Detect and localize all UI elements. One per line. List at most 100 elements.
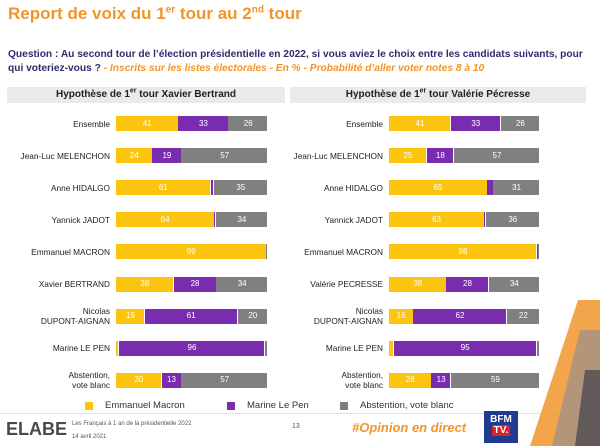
bar-segment-macron [389,308,413,324]
panel-left-title: Hypothèse de 1er tour Xavier Bertrand [7,87,285,103]
category-label: Anne HIDALGO [0,181,110,195]
category-label-line: Valérie PECRESSE [310,279,383,289]
category-label-line: Abstention, [341,370,383,381]
question-text: Question : Au second tour de l’élection … [8,48,592,76]
bar-value-label: 61 [186,311,196,321]
legend-swatch-abstention [340,401,348,410]
bar-value-label: 57 [492,150,502,160]
category-label-text: Nicolas DUPONT-AIGNAN [41,306,110,326]
bar-value-label: 38 [413,279,423,288]
bar-value-label: 13 [436,375,446,385]
bar-segment-abstention [500,116,540,131]
bar-segment-lepen [536,244,538,260]
bar-value-label: 28 [463,279,472,288]
category-label: Yannick JADOT [0,213,110,227]
bar-value-label: 16 [396,311,406,321]
bar-segment-macron [389,372,431,388]
bfmtv-logo-top: BFM [490,414,512,425]
category-label-line: Ensemble [346,118,383,129]
bar-value-label: 20 [248,311,258,321]
bar-value-label: 99 [186,246,196,256]
bar-segment-macron [116,116,178,131]
bar-segment-lepen [161,372,181,388]
elabe-logo: ELABE [6,419,68,439]
bar-segment-abstention [536,340,540,356]
footer-study-title: Les Français à 1 an de la présidentielle… [72,421,192,427]
category-label-line: Emmanuel MACRON [31,246,110,257]
category-label-text: Emmanuel MACRON [31,247,110,257]
bar-value-label: 38 [140,279,150,288]
category-label-line: Abstention, [68,370,110,381]
page-title: Report de voix du 1er tour au 2nd tour [8,4,302,23]
footer-date: 14 avril 2021 [72,434,107,440]
category-label-text: Marine LE PEN [326,343,383,353]
bar-value-label: 95 [460,343,470,353]
bar-segment-lepen [487,180,493,196]
bar-value-label: 24 [129,150,139,160]
bar-segment-abstention [506,308,540,324]
bar-value-label: 41 [415,118,425,128]
bfmtv-logo-bottom: TV. [491,425,511,436]
bar-segment-abstention [488,276,540,292]
legend-label-abstention: Abstention, vote blanc [360,400,454,411]
bar-segment-macron [116,148,152,164]
bar-segment-lepen [393,340,537,356]
bar-value-label: 63 [432,214,442,224]
bar-segment-abstention [493,180,540,196]
category-label-line: Jean-Luc MELENCHON [20,150,110,161]
bar-segment-abstention [485,212,540,228]
bar-value-label: 18 [435,150,445,160]
category-label-text: Valérie PECRESSE [310,279,383,289]
bar-value-label: 35 [236,182,246,192]
bar-value-label: 26 [243,118,253,128]
bar-segment-macron [116,180,210,196]
legend-label-macron: Emmanuel Macron [105,400,185,411]
category-label-line: Emmanuel MACRON [304,246,383,257]
category-label-text: Abstention, vote blanc [68,370,110,390]
bar-value-label: 19 [125,311,135,321]
page-number: 13 [292,423,300,430]
category-label: Emmanuel MACRON [273,245,383,259]
question-subtext: - Inscrits sur les listes électorales - … [100,63,485,74]
category-label-text: Anne HIDALGO [51,183,110,193]
bar-segment-lepen [173,276,216,292]
legend-item-abstention: Abstention, vote blanc [340,400,453,411]
bar-segment-macron [389,180,487,196]
bar-segment-macron [389,244,537,260]
bar-segment-macron [389,148,427,164]
bar-segment-abstention [215,212,268,228]
bar-segment-lepen [450,116,501,131]
legend-item-lepen: Marine Le Pen [227,400,309,411]
category-label-line: vote blanc [72,380,110,391]
category-label-line: Anne HIDALGO [50,182,110,193]
category-label-text: Abstention, vote blanc [341,370,383,390]
bar-value-label: 64 [160,214,170,224]
hashtag: #Opinion en direct [352,420,467,435]
category-label-text: Yannick JADOT [325,215,383,225]
bar-value-label: 34 [237,214,247,224]
category-label: Marine LE PEN [273,341,383,355]
bar-value-label: 34 [509,279,519,288]
bar-value-label: 96 [187,343,197,353]
bar-segment-abstention [538,244,540,260]
category-label-line: Nicolas [82,306,110,317]
category-label-text: Jean-Luc MELENCHON [294,151,383,161]
bar-value-label: 19 [162,150,172,160]
category-label-line: Anne HIDALGO [323,182,383,193]
bar-segment-macron [389,116,451,131]
bar-segment-abstention [450,372,540,388]
category-label: Emmanuel MACRON [0,245,110,259]
category-label-text: Marine LE PEN [53,343,110,353]
bar-value-label: 33 [198,118,208,128]
category-label: Xavier BERTRAND [0,277,110,291]
bar-value-label: 61 [158,182,168,192]
bar-segment-macron [116,372,161,388]
bar-value-label: 13 [167,375,176,385]
bar-value-label: 34 [237,279,247,288]
category-label-line: Marine LE PEN [52,343,110,354]
category-label-line: Marine LE PEN [325,343,383,354]
bar-segment-lepen [144,308,237,324]
category-label: Valérie PECRESSE [273,277,383,291]
category-label-line: vote blanc [345,380,383,391]
bar-segment-lepen [426,148,454,164]
